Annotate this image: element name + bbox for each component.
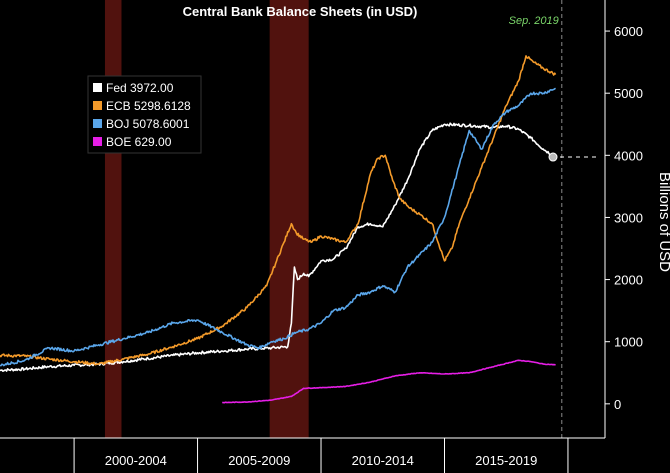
series-lines bbox=[0, 55, 600, 404]
legend-entry-boj: BOJ 5078.6001 bbox=[106, 117, 190, 131]
legend-entry-boe: BOE 629.00 bbox=[106, 135, 172, 149]
legend-swatch-boj bbox=[93, 119, 102, 128]
x-tick-label: 2015-2019 bbox=[475, 453, 537, 468]
y-tick-label: 6000 bbox=[614, 24, 643, 39]
series-line-boe bbox=[222, 359, 556, 404]
x-tick-label: 2010-2014 bbox=[352, 453, 414, 468]
x-axis: 2000-2004 2005-2009 2010-2014 2015-2019 bbox=[0, 437, 605, 473]
chart-title: Central Bank Balance Sheets (in USD) bbox=[183, 4, 418, 19]
fed-last-marker bbox=[548, 152, 558, 162]
recession-band bbox=[104, 0, 122, 438]
recession-band bbox=[269, 0, 309, 438]
y-axis-label: Billions of USD bbox=[656, 172, 670, 272]
series-line-fed bbox=[0, 122, 557, 373]
y-tick-label: 3000 bbox=[614, 210, 643, 225]
series-line-boj bbox=[0, 87, 556, 367]
y-tick-label: 2000 bbox=[614, 273, 643, 288]
legend-swatch-boe bbox=[93, 137, 102, 146]
y-tick-label: 1000 bbox=[614, 335, 643, 350]
legend: Fed 3972.00 ECB 5298.6128 BOJ 5078.6001 BOE… bbox=[87, 75, 202, 154]
legend-entry-fed: Fed 3972.00 bbox=[106, 81, 174, 95]
annotation-label: Sep. 2019 bbox=[509, 15, 559, 27]
legend-swatch-ecb bbox=[93, 101, 102, 110]
y-axis: 0 1000 2000 3000 4000 5000 6000 bbox=[604, 0, 643, 438]
legend-swatch-fed bbox=[93, 83, 102, 92]
annotation-layer: Sep. 2019 bbox=[509, 0, 563, 438]
y-tick-label: 0 bbox=[614, 397, 621, 412]
x-tick-label: 2005-2009 bbox=[228, 453, 290, 468]
legend-entry-ecb: ECB 5298.6128 bbox=[106, 99, 191, 113]
y-tick-label: 4000 bbox=[614, 148, 643, 163]
y-tick-label: 5000 bbox=[614, 86, 643, 101]
legend-box bbox=[87, 75, 202, 154]
series-line-ecb bbox=[0, 55, 557, 366]
x-tick-label: 2000-2004 bbox=[105, 453, 167, 468]
